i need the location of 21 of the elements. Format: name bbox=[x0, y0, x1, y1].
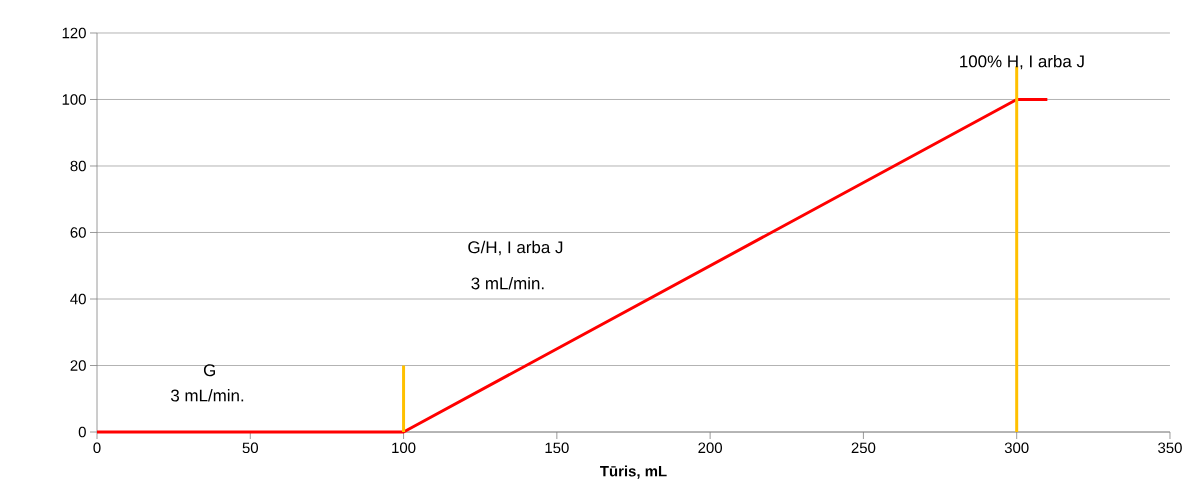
annotation: 3 mL/min. bbox=[471, 276, 544, 290]
y-tick-label: 100 bbox=[62, 94, 86, 105]
y-tick-label: 40 bbox=[70, 293, 86, 305]
annotation: G/H, I arba J bbox=[468, 240, 563, 256]
y-tick-label: 0 bbox=[78, 426, 86, 438]
y-tick-label: 60 bbox=[70, 227, 86, 238]
x-tick-label: 100 bbox=[392, 442, 416, 454]
x-axis-title: Tūris, mL bbox=[600, 465, 667, 479]
annotation: G bbox=[203, 364, 215, 377]
y-tick-label: 20 bbox=[70, 360, 86, 371]
annotation: 3 mL/min. bbox=[170, 389, 244, 402]
x-tick-label: 0 bbox=[93, 442, 101, 454]
annotation: 100% H, I arba J bbox=[960, 54, 1084, 70]
x-tick-label: 200 bbox=[698, 442, 722, 454]
y-tick-label: 80 bbox=[70, 160, 86, 172]
x-tick-label: 350 bbox=[1158, 442, 1182, 454]
x-tick-label: 250 bbox=[851, 442, 876, 454]
x-tick-label: 300 bbox=[1004, 442, 1029, 454]
x-tick-label: 50 bbox=[242, 442, 258, 454]
x-tick-label: 150 bbox=[545, 442, 569, 454]
y-tick-label: 120 bbox=[62, 27, 86, 39]
